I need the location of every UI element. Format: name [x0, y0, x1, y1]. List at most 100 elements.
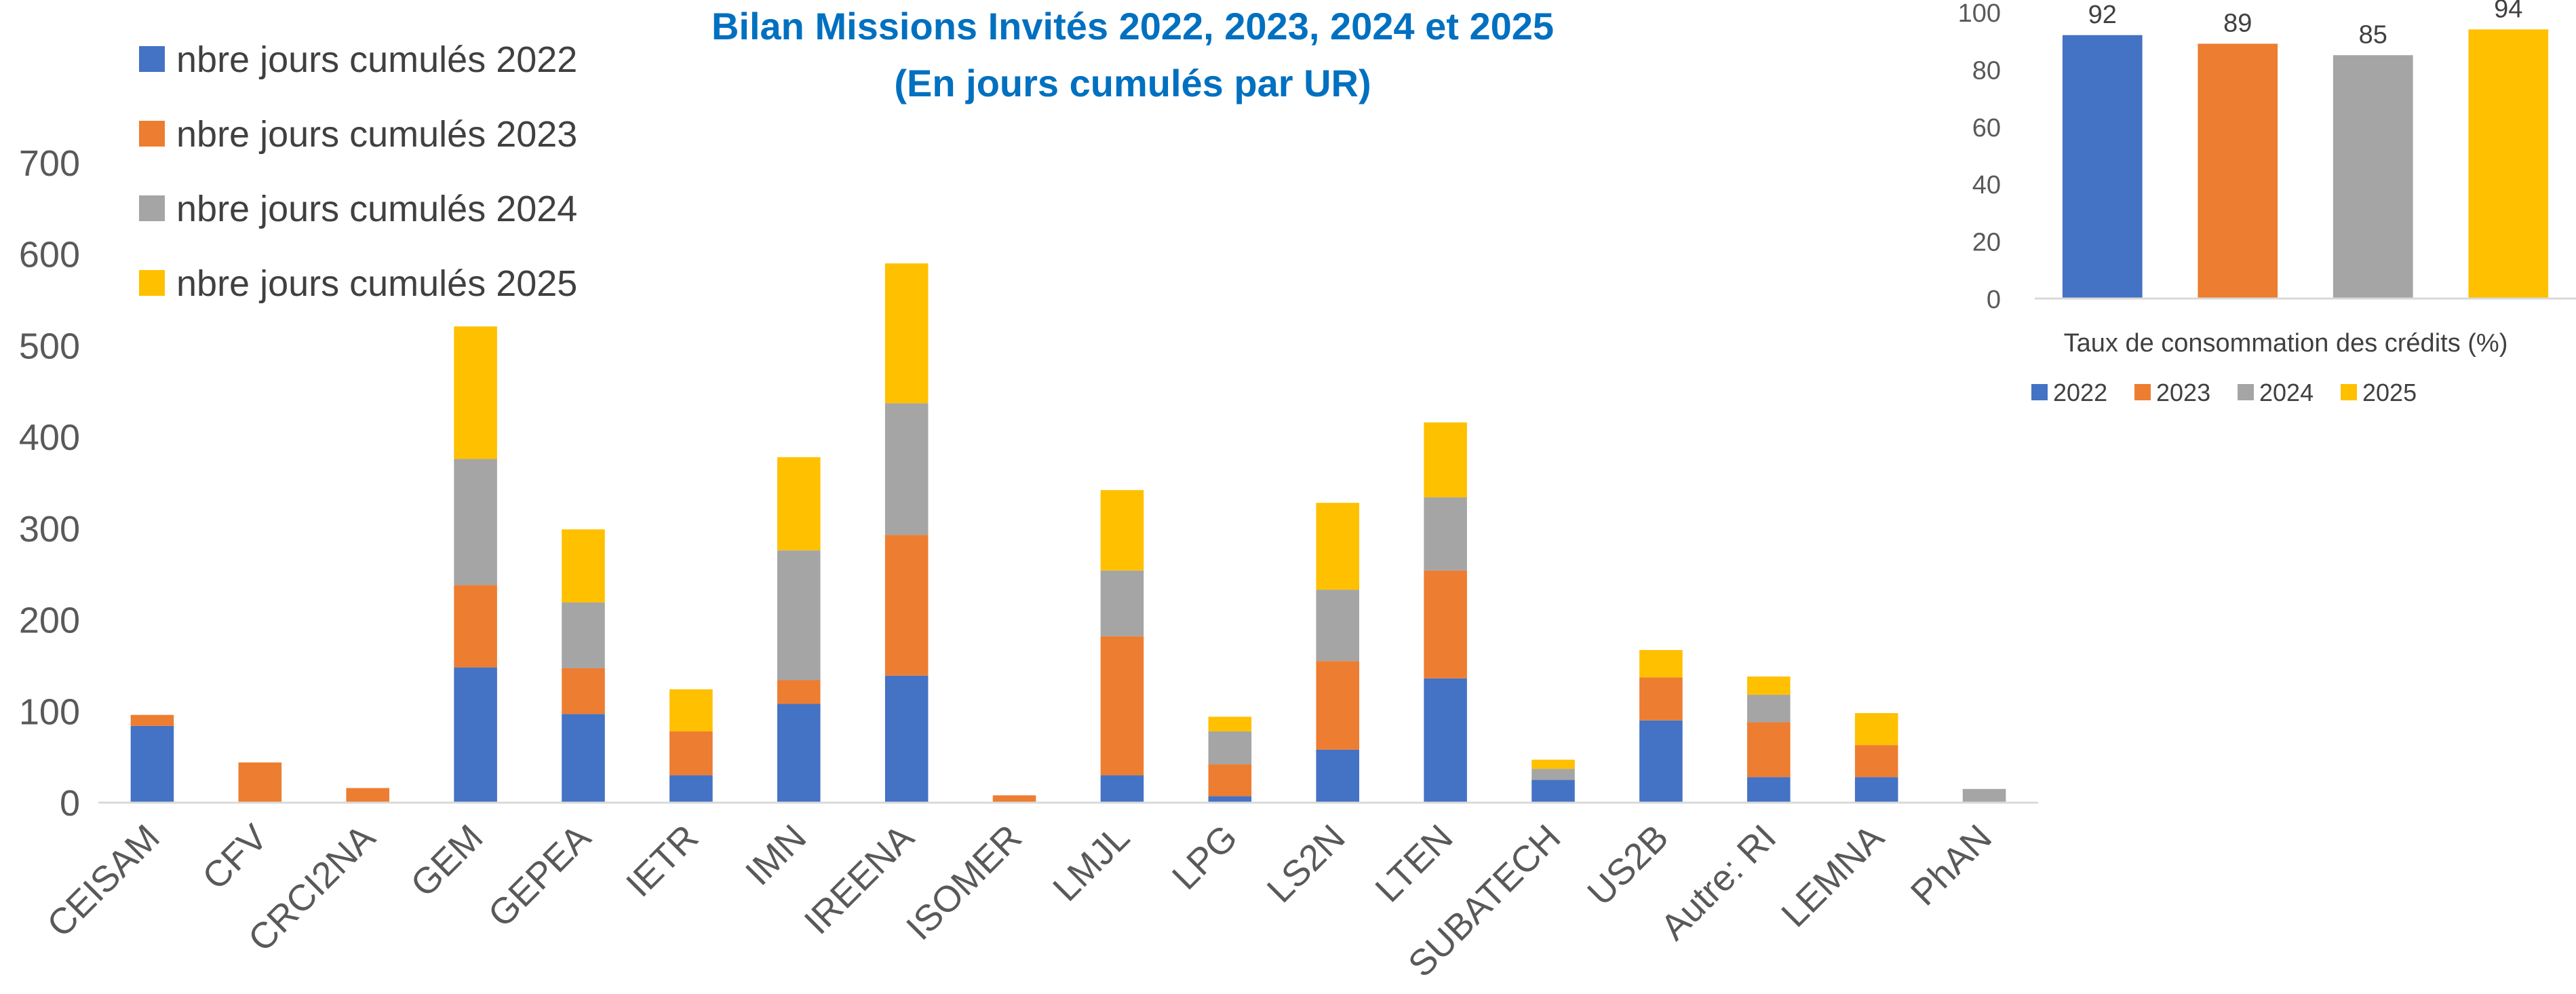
inset-data-label: 92	[2088, 1, 2117, 29]
bar-segment	[1639, 677, 1683, 721]
bar-segment	[1424, 570, 1467, 678]
legend-label: nbre jours cumulés 2022	[176, 39, 577, 80]
y-tick-label: 0	[60, 783, 80, 824]
inset-legend: 2022 2023 2024 2025	[2031, 379, 2417, 406]
bar-segment	[777, 704, 821, 803]
inset-y-tick-label: 20	[1972, 229, 2001, 257]
bar-segment	[884, 403, 929, 535]
bar-segment	[1854, 712, 1898, 746]
inset-y-tick-label: 100	[1958, 0, 2001, 28]
bar-segment	[884, 263, 929, 404]
y-tick-label: 200	[19, 600, 80, 641]
inset-legend-label: 2023	[2156, 379, 2210, 406]
x-tick-label: GEPEA	[480, 817, 598, 935]
inset-legend-swatch	[2031, 384, 2048, 400]
bar-segment	[562, 668, 605, 714]
bar-segment	[777, 680, 821, 704]
inset-legend-swatch	[2134, 384, 2151, 400]
bar-segment	[1747, 695, 1791, 723]
legend-label: nbre jours cumulés 2024	[176, 189, 577, 229]
inset-data-label: 94	[2494, 0, 2522, 23]
bar-segment	[1316, 749, 1359, 803]
inset-legend-swatch	[2238, 384, 2254, 400]
inset-bar	[2198, 43, 2278, 299]
x-tick-label: US2B	[1580, 817, 1676, 913]
bar-segment	[1100, 570, 1144, 636]
chart-subtitle: (En jours cumulés par UR)	[894, 62, 1371, 104]
x-tick-label: CEISAM	[39, 817, 168, 945]
y-tick-label: 300	[19, 509, 80, 550]
x-tick-label: LMJL	[1045, 817, 1137, 909]
bar-segment	[1424, 497, 1467, 571]
bar-segment	[238, 762, 282, 803]
chart-title: Bilan Missions Invités 2022, 2023, 2024 …	[711, 5, 1554, 47]
x-tick-label: IETR	[619, 817, 706, 904]
inset-legend-label: 2024	[2259, 379, 2314, 406]
inset-bar	[2333, 55, 2413, 299]
inset-bar-chart: 0 20 40 60 80 100 92 89 85 94	[1958, 0, 2576, 314]
bar-segment	[454, 326, 497, 459]
bar-segment	[1747, 777, 1791, 803]
bar-segment	[1208, 764, 1252, 797]
bar-segment	[992, 795, 1036, 803]
bar-segment	[884, 535, 929, 676]
x-tick-label: PhAN	[1903, 817, 1999, 913]
bar-segment	[1100, 775, 1144, 803]
inset-bar	[2468, 29, 2549, 299]
x-tick-label: Autre: RI	[1653, 817, 1784, 948]
bar-segment	[884, 675, 929, 803]
x-tick-label: ISOMER	[899, 817, 1030, 948]
bar-segment	[1208, 796, 1252, 803]
y-tick-label: 400	[19, 417, 80, 458]
inset-legend-label: 2025	[2362, 379, 2417, 406]
bar-segment	[1747, 676, 1791, 695]
bar-segment	[1316, 503, 1359, 590]
inset-legend-label: 2022	[2053, 379, 2107, 406]
bar-segment	[1854, 777, 1898, 803]
inset-y-tick-label: 80	[1972, 56, 2001, 85]
bar-segment	[1531, 769, 1575, 780]
x-tick-label: GEM	[403, 817, 490, 904]
bar-segment	[669, 775, 713, 803]
inset-bar	[2062, 35, 2143, 299]
bar-segment	[346, 788, 389, 803]
bar-segment	[562, 714, 605, 803]
bar-segment	[1962, 788, 2006, 803]
bar-segment	[454, 585, 497, 668]
bar-segment	[130, 714, 174, 726]
bar-segment	[562, 529, 605, 603]
bar-segment	[1316, 661, 1359, 750]
bar-segment	[1208, 716, 1252, 731]
bar-segment	[1424, 422, 1467, 498]
bar-segment	[777, 550, 821, 681]
legend-swatch	[139, 270, 165, 296]
x-tick-label: CFV	[195, 817, 275, 898]
x-tick-label: LEMNA	[1774, 817, 1892, 935]
bar-segment	[669, 689, 713, 731]
bar-segment	[562, 602, 605, 668]
y-tick-label: 100	[19, 691, 80, 732]
inset-legend-swatch	[2341, 384, 2357, 400]
legend-label: nbre jours cumulés 2023	[176, 114, 577, 155]
y-tick-label: 600	[19, 235, 80, 275]
inset-y-tick-label: 40	[1972, 171, 2001, 199]
bar-segment	[1208, 731, 1252, 765]
legend-label: nbre jours cumulés 2025	[176, 263, 577, 304]
bar-segment	[1531, 780, 1575, 803]
inset-x-axis-label: Taux de consommation des crédits (%)	[2064, 329, 2508, 358]
bar-segment	[1531, 759, 1575, 769]
inset-data-label: 85	[2359, 20, 2387, 49]
x-tick-label: LTEN	[1367, 817, 1460, 910]
x-tick-label: IMN	[738, 817, 814, 893]
inset-y-tick-label: 0	[1987, 286, 2001, 314]
bar-segment	[1854, 745, 1898, 778]
bar-segment	[1100, 636, 1144, 776]
legend-swatch	[139, 121, 165, 147]
y-tick-label: 500	[19, 326, 80, 366]
bar-segment	[1100, 490, 1144, 571]
bar-segment	[777, 457, 821, 551]
x-tick-label: LS2N	[1260, 817, 1353, 911]
legend-swatch	[139, 195, 165, 221]
